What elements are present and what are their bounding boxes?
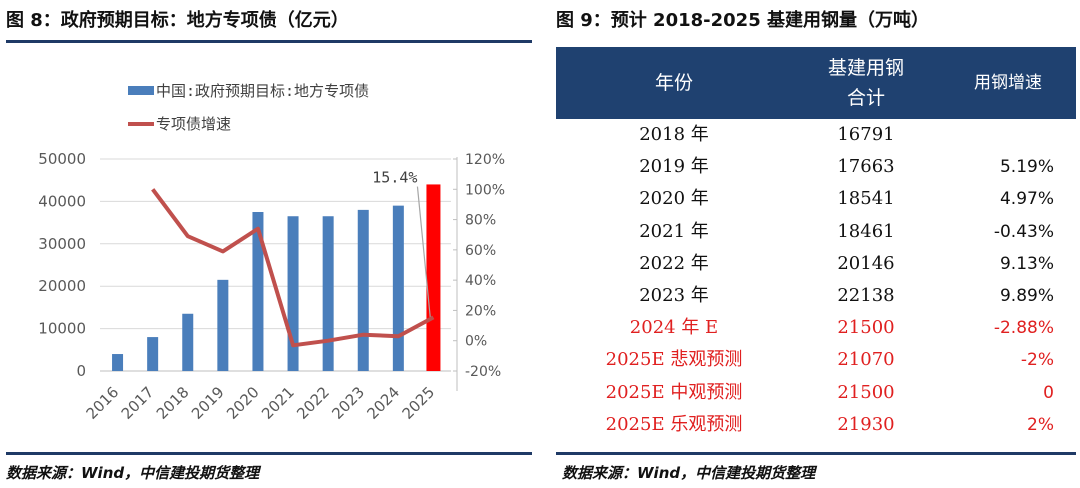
- year-cell: 2025E 中观预测: [605, 381, 743, 403]
- bar: [252, 212, 264, 371]
- y-left-tick-label: 50000: [38, 150, 86, 168]
- total-cell: 16791: [837, 124, 895, 146]
- table-row: 2024 年 E 21500 -2.88%: [556, 312, 1076, 344]
- total-cell: 18461: [837, 220, 895, 242]
- left-source-note: 数据来源：Wind，中信建投期货整理: [6, 464, 260, 482]
- bar: [287, 216, 299, 371]
- growth-cell: -0.43%: [993, 221, 1054, 242]
- bar: [112, 354, 124, 371]
- total-cell: 21930: [837, 413, 895, 435]
- year-cell: 2018 年: [639, 124, 709, 146]
- growth-cell: -2%: [1020, 350, 1054, 371]
- total-cell: 22138: [837, 285, 895, 307]
- bar: [182, 313, 194, 371]
- y-left-tick-label: 0: [76, 362, 86, 380]
- bond-chart: 0 10000 20000 30000 40000 50000 -20% 0% 20% 40% 60…: [38, 82, 505, 423]
- y-right-tick-label: -20%: [465, 364, 501, 380]
- x-tick-label: 2018: [153, 383, 193, 423]
- growth-cell: 9.13%: [999, 253, 1054, 274]
- bar: [147, 337, 159, 371]
- year-cell: 2021 年: [639, 220, 709, 242]
- x-tick-label: 2019: [188, 383, 228, 423]
- header-year: 年份: [556, 47, 792, 119]
- year-cell: 2019 年: [639, 156, 709, 178]
- growth-cell: 0: [1043, 382, 1054, 403]
- y-right-tick-label: 80%: [465, 213, 496, 229]
- year-cell: 2025E 悲观预测: [605, 349, 743, 371]
- y-left-tick-label: 40000: [38, 192, 86, 210]
- bar: [322, 216, 334, 371]
- total-cell: 17663: [837, 156, 895, 178]
- total-cell: 18541: [837, 188, 895, 210]
- right-bottom-rule: [556, 452, 1076, 455]
- header-total: 基建用钢 合计: [792, 47, 940, 119]
- y-right-tick-label: 20%: [465, 303, 496, 319]
- total-cell: 21070: [837, 349, 895, 371]
- x-tick-label: 2016: [83, 383, 123, 423]
- bar: [357, 209, 369, 371]
- header-growth: 用钢增速: [940, 47, 1076, 119]
- growth-cell: 5.19%: [999, 157, 1054, 178]
- y-left-tick-label: 20000: [38, 277, 86, 295]
- total-cell: 21500: [837, 317, 895, 339]
- annotation-leader-line: [416, 186, 432, 320]
- left-figure-title: 图 8：政府预期目标：地方专项债（亿元）: [6, 10, 349, 31]
- y-right-tick-label: 120%: [465, 152, 505, 168]
- legend-bar-label: 中国:政府预期目标:地方专项债: [156, 82, 369, 100]
- table-header-row: 年份 基建用钢 合计 用钢增速: [556, 47, 1076, 119]
- y-left-tick-label: 30000: [38, 235, 86, 253]
- year-cell: 2020 年: [639, 188, 709, 210]
- x-tick-label: 2020: [223, 383, 263, 423]
- bar: [392, 205, 404, 371]
- growth-line: [151, 188, 435, 348]
- table-row: 2022 年 20146 9.13%: [556, 248, 1076, 280]
- left-bottom-rule: [6, 452, 532, 455]
- growth-cell: 2%: [1027, 414, 1054, 435]
- year-cell: 2022 年: [639, 252, 709, 274]
- y-right-tick-label: 40%: [465, 273, 496, 289]
- total-cell: 21500: [837, 381, 895, 403]
- x-tick-label: 2025: [399, 383, 439, 423]
- y-left-tick-label: 10000: [38, 320, 86, 338]
- table-row: 2025E 悲观预测 21070 -2%: [556, 344, 1076, 376]
- growth-cell: [940, 119, 1076, 151]
- total-cell: 20146: [837, 252, 895, 274]
- table-row: 2018 年 16791: [556, 119, 1076, 151]
- x-tick-label: 2023: [328, 383, 368, 423]
- header-total-line2: 合计: [846, 87, 885, 109]
- table-row: 2025E 乐观预测 21930 2%: [556, 409, 1076, 441]
- x-tick-label: 2022: [293, 383, 333, 423]
- bar: [426, 184, 441, 371]
- bond-chart-panel: 0 10000 20000 30000 40000 50000 -20% 0% 20% 40% 60…: [6, 44, 532, 450]
- right-source-note: 数据来源：Wind，中信建投期货整理: [562, 464, 816, 482]
- legend-line-label: 专项债增速: [156, 115, 231, 133]
- table-row: 2025E 中观预测 21500 0: [556, 377, 1076, 409]
- growth-cell: -2.88%: [993, 318, 1054, 339]
- left-title-rule: [6, 40, 532, 43]
- year-cell: 2023 年: [639, 285, 709, 307]
- growth-cell: 4.97%: [999, 189, 1054, 210]
- legend-bar-swatch: [128, 86, 154, 95]
- y-right-tick-label: 60%: [465, 243, 496, 259]
- x-tick-label: 2021: [258, 383, 298, 423]
- right-figure-title: 图 9：预计 2018-2025 基建用钢量（万吨）: [556, 10, 929, 31]
- x-tick-label: 2017: [118, 383, 158, 423]
- growth-cell: 9.89%: [999, 286, 1054, 307]
- steel-table: 年份 基建用钢 合计 用钢增速 2018 年 16791 2019 年 17663 5.…: [556, 47, 1076, 441]
- table-row: 2021 年 18461 -0.43%: [556, 216, 1076, 248]
- table-row: 2019 年 17663 5.19%: [556, 151, 1076, 183]
- year-cell: 2024 年 E: [629, 317, 719, 339]
- bar: [217, 279, 229, 371]
- y-right-tick-label: 0%: [465, 334, 487, 350]
- annotation-label: 15.4%: [372, 168, 417, 186]
- year-cell: 2025E 乐观预测: [605, 413, 743, 435]
- y-right-tick-label: 100%: [465, 182, 505, 198]
- header-total-line1: 基建用钢: [827, 57, 904, 79]
- x-tick-label: 2024: [363, 383, 403, 423]
- table-row: 2020 年 18541 4.97%: [556, 183, 1076, 215]
- table-row: 2023 年 22138 9.89%: [556, 280, 1076, 312]
- table-body: 2018 年 16791 2019 年 17663 5.19% 2020 年 18541 4.…: [556, 119, 1076, 441]
